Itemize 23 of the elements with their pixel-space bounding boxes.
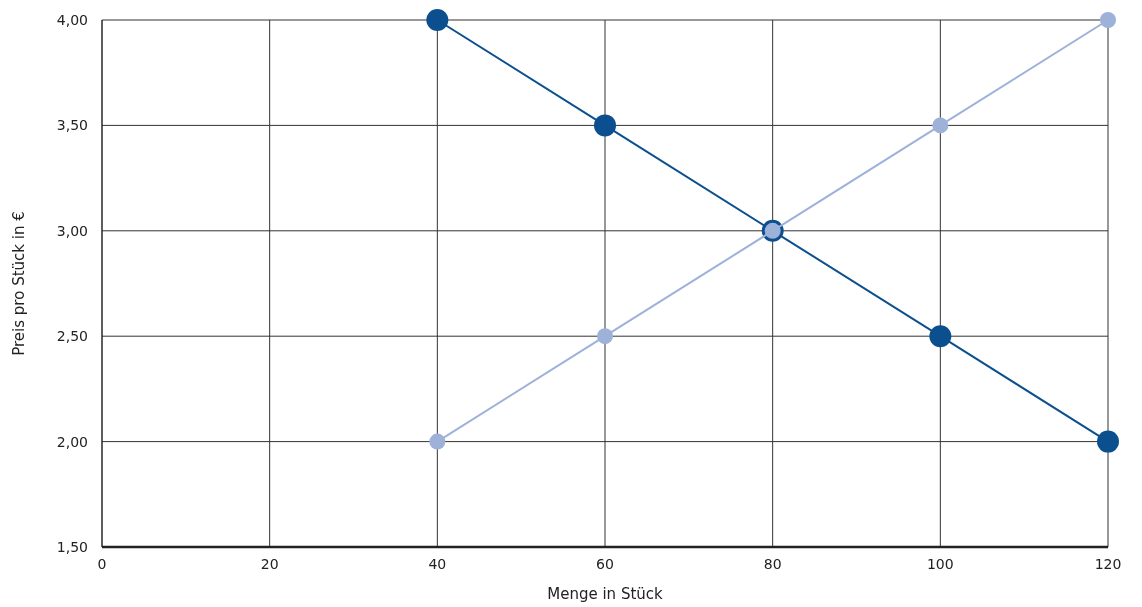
y-tick-label: 2,50	[56, 328, 88, 345]
x-tick-label: 80	[763, 556, 782, 572]
x-tick-label: 0	[97, 556, 107, 572]
y-tick-label: 4,00	[56, 12, 88, 28]
y-tick-label: 3,50	[56, 117, 88, 134]
point	[597, 328, 613, 345]
y-tick-label: 3,00	[56, 222, 88, 239]
y-tick-label: 2,00	[56, 433, 88, 450]
point	[1097, 430, 1119, 453]
point	[426, 9, 449, 31]
y-tick-label: 1,50	[56, 539, 88, 555]
x-tick-label: 60	[596, 556, 614, 572]
point	[1100, 12, 1116, 28]
x-tick-label: 20	[260, 556, 279, 572]
x-tick-label: 40	[428, 556, 447, 572]
x-tick-label: 100	[926, 556, 954, 572]
point	[929, 325, 952, 348]
point	[594, 114, 616, 137]
x-axis-title: Menge in Stück	[547, 585, 664, 603]
point	[932, 117, 949, 134]
point	[429, 433, 446, 450]
x-tick-label: 120	[1094, 556, 1122, 572]
y-axis-title: Preis pro Stück in €	[10, 211, 28, 356]
